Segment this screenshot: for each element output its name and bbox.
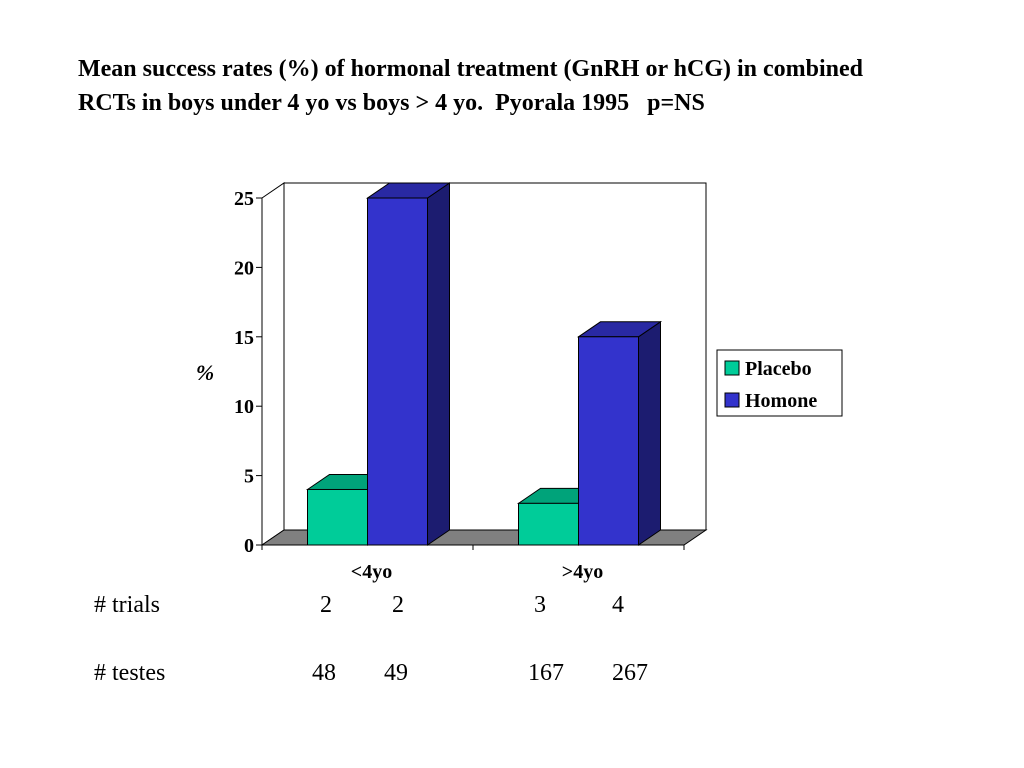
table-row-testes: # testes 48 49 167 267 (0, 658, 1024, 688)
title-line-1: Mean success rates (%) of hormonal treat… (78, 56, 864, 82)
cell-testes-under4-placebo: 48 (312, 660, 336, 686)
row-label-trials: # trials (94, 592, 160, 618)
bar (518, 502, 579, 546)
y-tick-label: 25 (234, 188, 254, 210)
cell-trials-over4-placebo: 3 (534, 592, 546, 618)
bar-side (427, 182, 450, 546)
cell-trials-under4-hormone: 2 (392, 592, 404, 618)
cell-testes-over4-placebo: 167 (528, 660, 564, 686)
bar (307, 488, 368, 546)
legend-label: Placebo (745, 358, 812, 380)
bar-side (638, 320, 661, 546)
cell-testes-under4-hormone: 49 (384, 660, 408, 686)
cell-trials-over4-hormone: 4 (612, 592, 624, 618)
table-row-trials: # trials 2 2 3 4 (0, 590, 1024, 620)
bar (578, 336, 639, 546)
legend-swatch (724, 392, 740, 408)
y-tick-label: 15 (234, 327, 254, 349)
side-wall (261, 182, 285, 546)
cell-testes-over4-hormone: 267 (612, 660, 648, 686)
title-line-2: RCTs in boys under 4 yo vs boys > 4 yo. … (78, 90, 705, 116)
bar (367, 197, 428, 546)
legend-swatch (724, 360, 740, 376)
y-axis-label: % (196, 360, 214, 385)
cell-trials-under4-placebo: 2 (320, 592, 332, 618)
x-tick-label: >4yo (562, 561, 603, 583)
row-label-testes: # testes (94, 660, 166, 686)
slide-title: Mean success rates (%) of hormonal treat… (78, 52, 978, 120)
legend-label: Homone (745, 390, 817, 412)
y-tick-label: 20 (234, 257, 254, 279)
x-tick-label: <4yo (351, 561, 392, 583)
y-tick-label: 10 (234, 396, 254, 418)
y-tick-label: 0 (244, 535, 254, 557)
y-tick-label: 5 (244, 466, 254, 488)
